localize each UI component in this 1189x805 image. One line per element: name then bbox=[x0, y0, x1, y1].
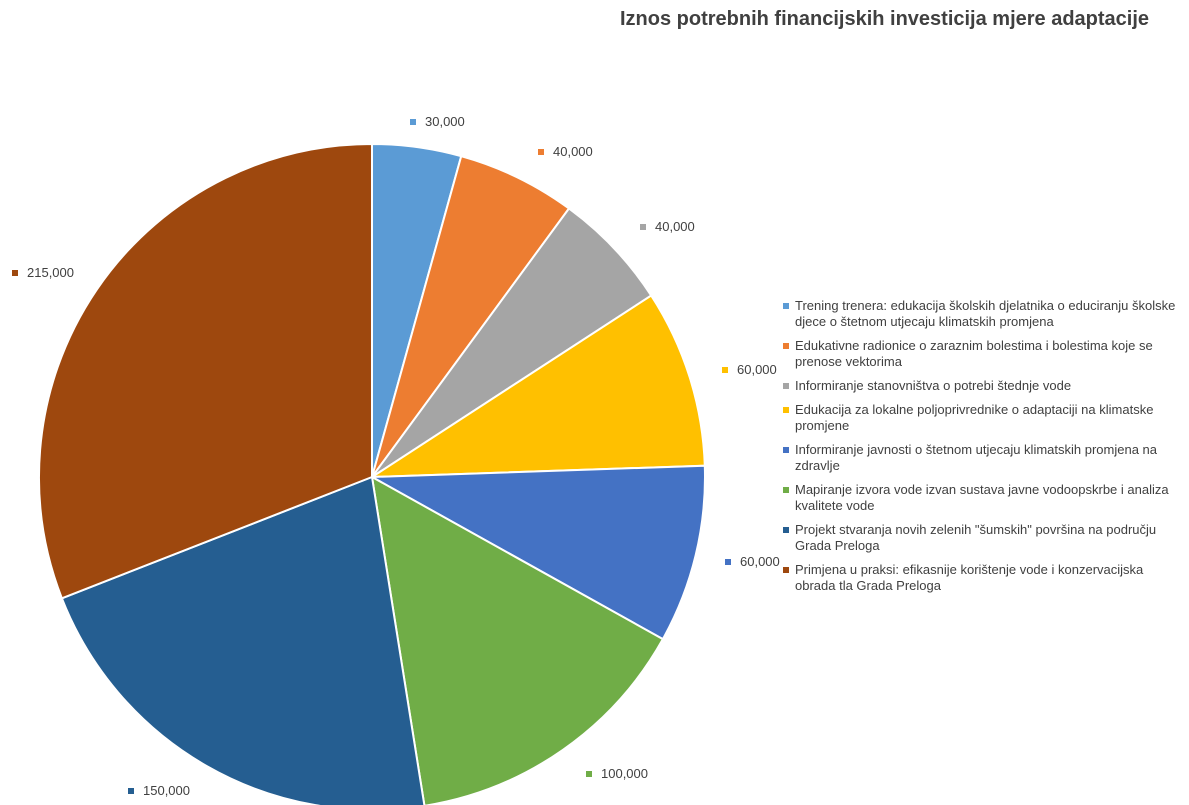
legend-color-marker bbox=[783, 527, 789, 533]
legend-item-label: Informiranje stanovništva o potrebi šted… bbox=[795, 378, 1072, 393]
chart-legend: Trening trenera: edukacija školskih djel… bbox=[783, 298, 1183, 602]
legend-item-label: Edukacija za lokalne poljoprivrednike o … bbox=[795, 402, 1154, 433]
label-color-marker bbox=[725, 558, 731, 565]
legend-color-marker bbox=[783, 447, 789, 453]
label-color-marker bbox=[722, 366, 728, 373]
legend-color-marker bbox=[783, 487, 789, 493]
slice-value-label: 30,000 bbox=[410, 114, 465, 129]
label-color-marker bbox=[586, 770, 592, 777]
legend-item-label: Projekt stvaranja novih zelenih "šumskih… bbox=[795, 522, 1157, 553]
slice-value-label: 40,000 bbox=[640, 219, 695, 234]
slice-value-text: 40,000 bbox=[553, 144, 593, 159]
slice-value-text: 60,000 bbox=[740, 554, 780, 569]
slice-value-label: 60,000 bbox=[722, 362, 777, 377]
pie-slice bbox=[60, 475, 426, 805]
legend-item-label: Primjena u praksi: efikasnije korištenje… bbox=[795, 562, 1144, 593]
slice-value-label: 215,000 bbox=[12, 265, 74, 280]
legend-item-label: Mapiranje izvora vode izvan sustava javn… bbox=[795, 482, 1169, 513]
pie-slice bbox=[368, 464, 706, 641]
slice-value-text: 40,000 bbox=[655, 219, 695, 234]
label-color-marker bbox=[538, 148, 544, 155]
legend-color-marker bbox=[783, 383, 789, 389]
pie-slice bbox=[370, 475, 665, 805]
slice-value-label: 150,000 bbox=[128, 783, 190, 798]
legend-color-marker bbox=[783, 407, 789, 413]
legend-item: Edukacija za lokalne poljoprivrednike o … bbox=[783, 402, 1183, 434]
legend-color-marker bbox=[783, 567, 789, 573]
label-color-marker bbox=[640, 223, 646, 230]
legend-item: Informiranje javnosti o štetnom utjecaju… bbox=[783, 442, 1183, 474]
legend-item-label: Edukativne radionice o zaraznim bolestim… bbox=[795, 338, 1153, 369]
legend-item: Mapiranje izvora vode izvan sustava javn… bbox=[783, 482, 1183, 514]
legend-item: Informiranje stanovništva o potrebi šted… bbox=[783, 378, 1183, 394]
legend-item: Trening trenera: edukacija školskih djel… bbox=[783, 298, 1183, 330]
slice-value-text: 100,000 bbox=[601, 766, 648, 781]
chart-title: Iznos potrebnih financijskih investicija… bbox=[620, 8, 1150, 30]
legend-item-label: Trening trenera: edukacija školskih djel… bbox=[795, 298, 1176, 329]
label-color-marker bbox=[12, 269, 18, 276]
slice-value-text: 215,000 bbox=[27, 265, 74, 280]
legend-color-marker bbox=[783, 303, 789, 309]
label-color-marker bbox=[410, 118, 416, 125]
legend-item: Projekt stvaranja novih zelenih "šumskih… bbox=[783, 522, 1183, 554]
pie-slice bbox=[38, 142, 373, 600]
slice-value-text: 60,000 bbox=[737, 362, 777, 377]
slice-value-label: 60,000 bbox=[725, 554, 780, 569]
slice-value-label: 100,000 bbox=[586, 766, 648, 781]
legend-item-label: Informiranje javnosti o štetnom utjecaju… bbox=[795, 442, 1158, 473]
slice-value-text: 30,000 bbox=[425, 114, 465, 129]
legend-item: Primjena u praksi: efikasnije korištenje… bbox=[783, 562, 1183, 594]
label-color-marker bbox=[128, 787, 134, 794]
legend-color-marker bbox=[783, 343, 789, 349]
slice-value-text: 150,000 bbox=[143, 783, 190, 798]
slice-value-label: 40,000 bbox=[538, 144, 593, 159]
legend-item: Edukativne radionice o zaraznim bolestim… bbox=[783, 338, 1183, 370]
pie-slice bbox=[368, 294, 706, 479]
